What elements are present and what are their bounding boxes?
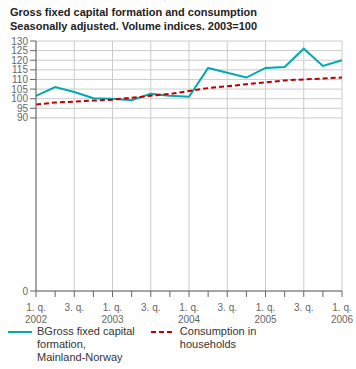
- svg-text:105: 105: [11, 84, 28, 95]
- html-text:BGross fixed capital formation: BGross fixed capital formation, Mainland…: [37, 325, 135, 363]
- svg-text:3. q.: 3. q.: [218, 302, 237, 313]
- svg-text:95: 95: [17, 103, 29, 114]
- svg-text:120: 120: [11, 55, 28, 66]
- svg-text:1. q.2003: 1. q.2003: [101, 302, 124, 325]
- html-text:Gross fixed capital formation: Gross fixed capital formation and consum…: [10, 6, 257, 18]
- svg-text:1. q.2005: 1. q.2005: [254, 302, 277, 325]
- svg-text:0: 0: [22, 286, 28, 297]
- svg-text:3. q.: 3. q.: [294, 302, 313, 313]
- svg-text:115: 115: [12, 64, 28, 75]
- svg-text:1. q.2002: 1. q.2002: [25, 302, 48, 325]
- svg-text:130: 130: [11, 36, 28, 47]
- html-text:Consumption in households: Consumption in households: [179, 325, 257, 350]
- svg-text:1. q.2006: 1. q.2006: [331, 302, 348, 325]
- svg-text:125: 125: [11, 45, 28, 56]
- svg-text:3. q.: 3. q.: [141, 302, 160, 313]
- svg-text:100: 100: [11, 93, 28, 104]
- html-text:Seasonally adjusted. Volume in: Seasonally adjusted. Volume indices. 200…: [10, 20, 258, 32]
- svg-text:110: 110: [12, 74, 28, 85]
- svg-text:1. q.2004: 1. q.2004: [178, 302, 201, 325]
- svg-text:3. q.: 3. q.: [65, 302, 84, 313]
- svg-text:90: 90: [17, 112, 29, 123]
